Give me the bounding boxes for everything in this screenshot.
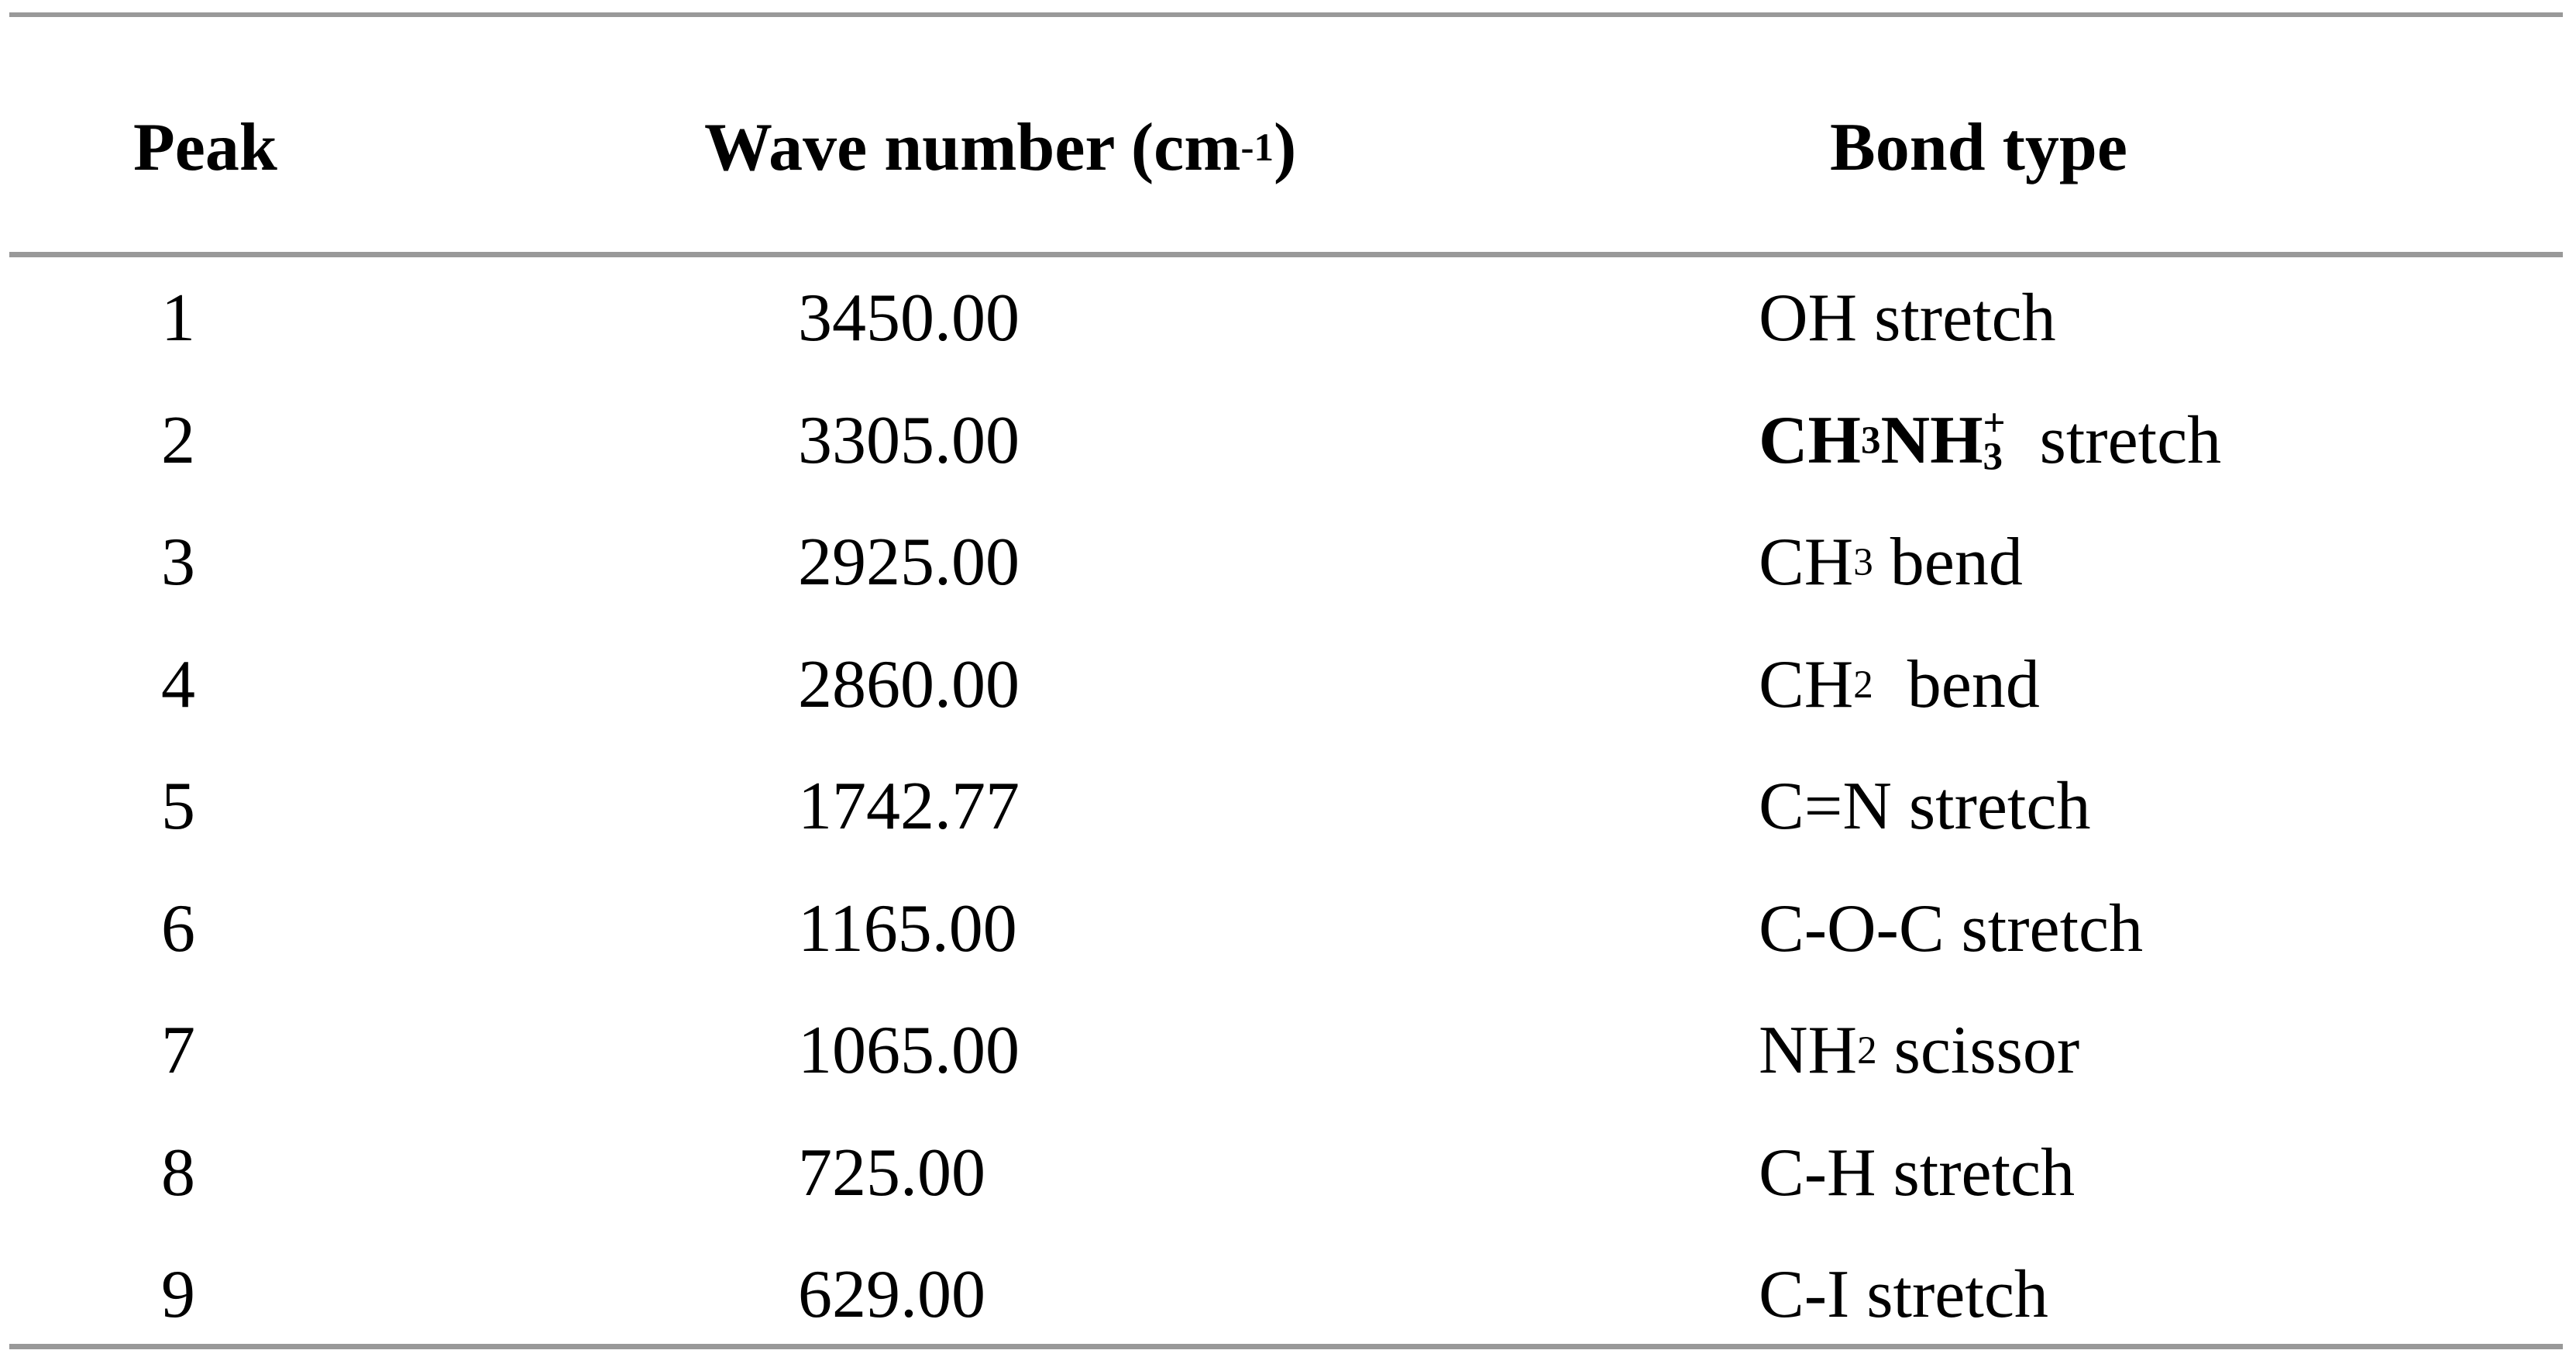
bond-type-cell: CH 3 NH +3 stretch: [1759, 401, 2222, 479]
bond-type-cell: C-I stretch: [1759, 1257, 2048, 1332]
table-row: 4 2860.00 CH 2 bend: [0, 624, 2576, 746]
table-row: 1 3450.00 OH stretch: [0, 257, 2576, 380]
header-peak: Peak: [133, 109, 277, 185]
table-header-rule: [9, 252, 2563, 257]
header-wave-number-text: Wave number (cm: [704, 109, 1241, 185]
table-row: 8 725.00 C-H stretch: [0, 1112, 2576, 1235]
peak-cell: 7: [161, 1013, 195, 1088]
peak-cell: 5: [161, 769, 195, 844]
table-row: 6 1165.00 C-O-C stretch: [0, 868, 2576, 990]
wave-number-cell: 629.00: [798, 1257, 985, 1332]
table-row: 2 3305.00 CH 3 NH +3 stretch: [0, 380, 2576, 502]
bond-type-cell: CH 3 bend: [1759, 525, 2023, 600]
header-wave-number: Wave number (cm -1): [704, 109, 1297, 185]
wave-number-cell: 3450.00: [798, 281, 1020, 356]
wave-number-cell: 1165.00: [798, 890, 1017, 966]
table-header-row: Peak Wave number (cm -1) Bond type: [0, 17, 2576, 252]
bond-type-cell: C-H stretch: [1759, 1135, 2076, 1211]
wave-number-cell: 3305.00: [798, 402, 1020, 478]
wave-number-cell: 2860.00: [798, 646, 1020, 722]
header-bond-type: Bond type: [1830, 109, 2127, 185]
wave-number-cell: 1065.00: [798, 1013, 1020, 1088]
table-top-rule: [9, 12, 2563, 17]
wave-number-cell: 725.00: [798, 1135, 985, 1211]
peak-cell: 1: [161, 281, 195, 356]
table-row: 7 1065.00 NH 2 scissor: [0, 990, 2576, 1112]
bond-type-cell: C-O-C stretch: [1759, 890, 2144, 966]
peak-cell: 8: [161, 1135, 195, 1211]
wave-number-cell: 1742.77: [798, 769, 1020, 844]
peak-cell: 6: [161, 890, 195, 966]
wave-number-cell: 2925.00: [798, 525, 1020, 600]
bond-type-cell: C=N stretch: [1759, 769, 2091, 844]
table-row: 5 1742.77 C=N stretch: [0, 746, 2576, 868]
bond-type-cell: OH stretch: [1759, 281, 2056, 356]
peak-cell: 4: [161, 646, 195, 722]
bond-type-cell: NH 2 scissor: [1759, 1013, 2080, 1088]
peak-cell: 9: [161, 1257, 195, 1332]
table-row: 3 2925.00 CH 3 bend: [0, 501, 2576, 624]
table-row: 9 629.00 C-I stretch: [0, 1234, 2576, 1356]
header-wave-number-close-paren: ): [1274, 109, 1297, 185]
peak-cell: 2: [161, 402, 195, 478]
table-bottom-rule: [9, 1344, 2563, 1349]
bond-type-cell: CH 2 bend: [1759, 646, 2040, 722]
peak-cell: 3: [161, 525, 195, 600]
